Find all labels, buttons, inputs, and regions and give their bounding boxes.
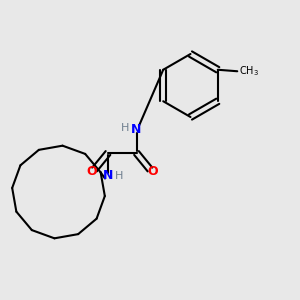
Text: N: N: [103, 169, 113, 182]
Text: O: O: [148, 165, 158, 178]
Text: CH$_3$: CH$_3$: [239, 64, 259, 78]
Text: H: H: [121, 123, 129, 134]
Text: O: O: [86, 165, 97, 178]
Text: H: H: [115, 171, 124, 181]
Text: N: N: [131, 122, 142, 136]
